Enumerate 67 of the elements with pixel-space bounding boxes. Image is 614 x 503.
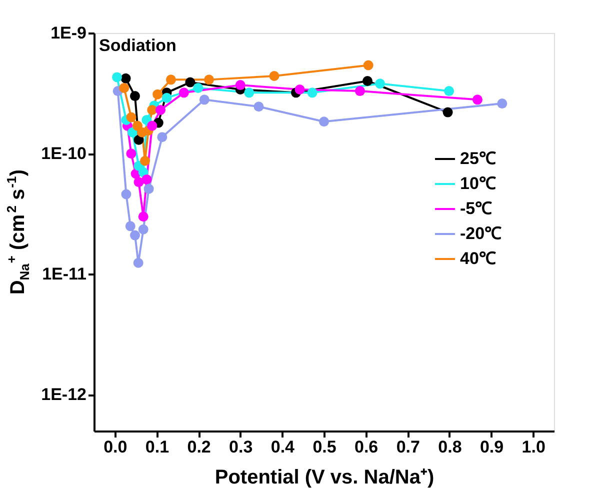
point [193, 82, 204, 93]
legend-label: -5℃ [460, 199, 492, 218]
point [130, 230, 140, 240]
point [244, 88, 254, 98]
point [363, 60, 374, 70]
x-tick-label: 0.1 [145, 438, 170, 456]
x-tick-label: 0.4 [270, 438, 296, 456]
x-tick-label: 0.8 [438, 438, 462, 456]
y-axis-title: DNa+ (cm2 s-1) [4, 169, 32, 295]
point [125, 221, 136, 232]
x-tick-label: 0.7 [396, 438, 420, 456]
point [144, 184, 154, 194]
point [307, 88, 318, 98]
point [126, 112, 136, 122]
legend-label: 10℃ [460, 174, 496, 193]
legend-label: 40℃ [460, 249, 496, 268]
point [140, 156, 150, 166]
legend-label: 25℃ [460, 149, 496, 168]
point [157, 132, 168, 142]
x-tick-label: 0.0 [104, 438, 128, 456]
point [354, 86, 365, 96]
point [121, 189, 132, 200]
point [254, 102, 264, 112]
point [178, 88, 189, 98]
point [130, 91, 140, 102]
point [138, 224, 148, 234]
point [155, 104, 166, 115]
point [497, 98, 508, 109]
x-tick-label: 1.0 [522, 438, 546, 456]
x-tick-label: 0.9 [480, 438, 504, 456]
point [112, 72, 122, 82]
point [362, 76, 372, 86]
legend-label: -20℃ [460, 224, 502, 243]
point [375, 78, 386, 89]
point [126, 148, 136, 159]
point [142, 174, 152, 184]
x-axis-title: Potential (V vs. Na/Na⁺) [214, 466, 434, 488]
point [127, 127, 138, 138]
point [472, 94, 482, 105]
y-tick-label: 1E-12 [41, 385, 86, 404]
point [138, 212, 148, 222]
x-tick-label: 0.2 [187, 438, 211, 456]
point [147, 104, 158, 115]
point [319, 116, 329, 127]
point [166, 74, 176, 85]
point [134, 177, 144, 188]
point [199, 94, 210, 105]
point [119, 82, 130, 93]
point [294, 84, 305, 94]
y-tick-label: 1E-11 [42, 264, 86, 284]
x-tick-label: 0.6 [354, 438, 378, 456]
point [442, 107, 453, 118]
point [152, 89, 163, 100]
point [204, 74, 214, 85]
point [162, 92, 172, 103]
y-tick-label: 1E-9 [50, 24, 86, 42]
point [235, 80, 246, 90]
point [185, 77, 196, 88]
annotation: Sodiation [99, 36, 176, 55]
x-tick-label: 0.5 [312, 438, 336, 456]
point [269, 71, 280, 81]
point [444, 86, 454, 96]
point [133, 258, 144, 268]
point [147, 120, 158, 131]
y-tick-label: 1E-10 [41, 144, 86, 164]
point [120, 73, 131, 84]
x-tick-label: 0.3 [229, 438, 253, 456]
